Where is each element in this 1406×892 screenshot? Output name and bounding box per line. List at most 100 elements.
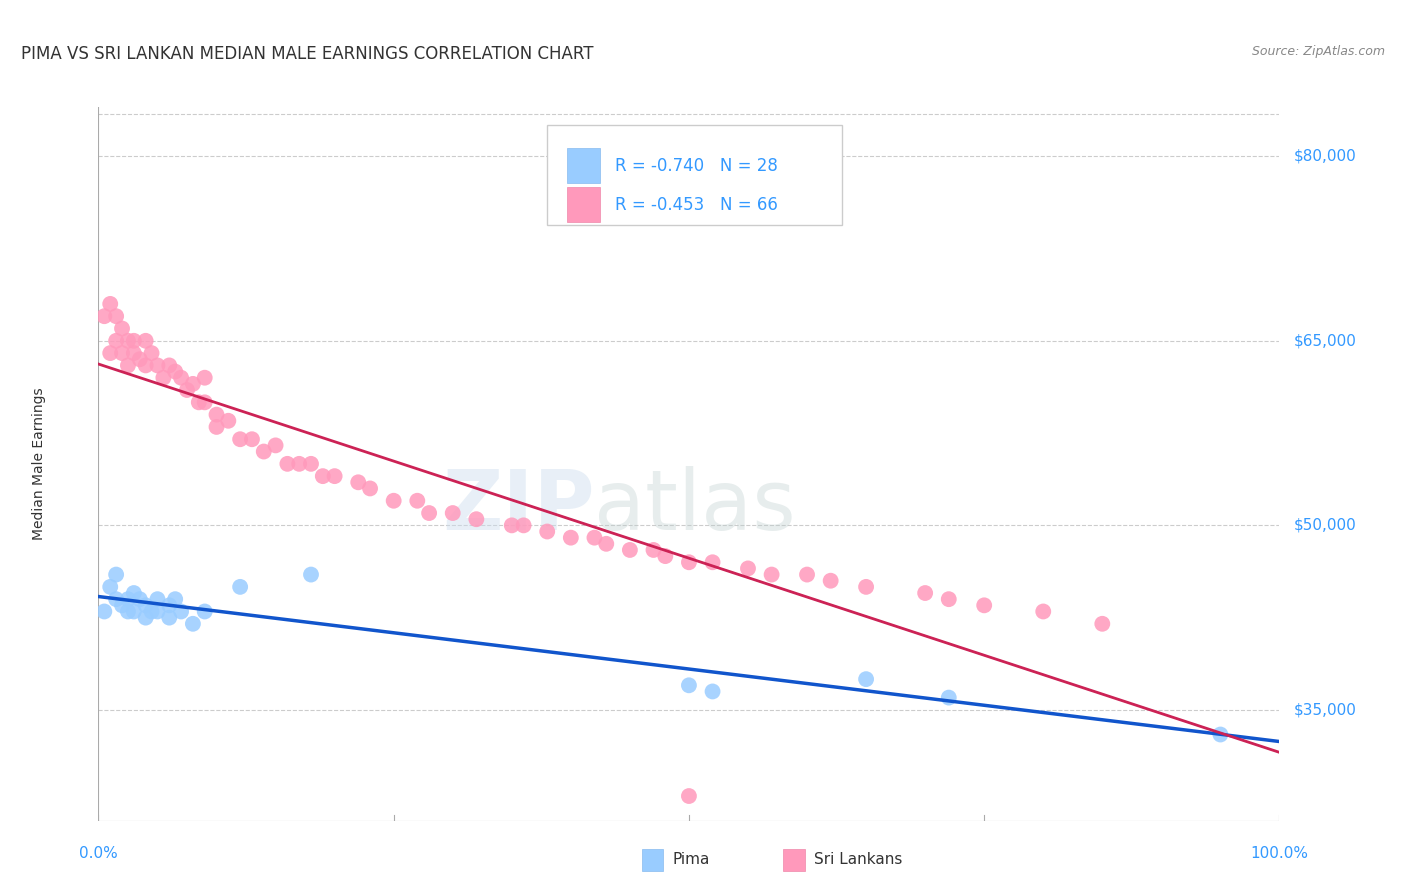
Point (406, 493, 429, 508)
Point (157, 359, 180, 373)
Bar (641, 849, 664, 871)
Point (117, 592, 139, 607)
Point (194, 605, 217, 619)
Point (678, 789, 700, 803)
Text: $80,000: $80,000 (1294, 149, 1357, 164)
Point (796, 567, 818, 582)
Point (187, 395, 209, 409)
Point (441, 506, 464, 520)
Point (122, 334, 145, 348)
Point (111, 599, 134, 613)
Point (181, 376, 204, 391)
Text: Source: ZipAtlas.com: Source: ZipAtlas.com (1251, 45, 1385, 58)
Point (122, 346, 145, 360)
Point (105, 309, 128, 323)
Point (117, 359, 139, 373)
Point (1209, 727, 1232, 741)
Point (194, 395, 217, 409)
Point (820, 574, 842, 588)
Text: $35,000: $35,000 (1294, 702, 1357, 717)
Point (512, 518, 534, 533)
Point (678, 555, 700, 569)
Point (141, 605, 163, 619)
Point (299, 567, 322, 582)
Text: Sri Lankans: Sri Lankans (814, 853, 903, 867)
Point (93, 605, 115, 619)
Text: R = -0.453   N = 66: R = -0.453 N = 66 (614, 195, 778, 213)
Point (359, 482, 381, 496)
Point (643, 543, 665, 558)
Point (536, 524, 558, 539)
Point (973, 599, 995, 613)
Point (105, 567, 128, 582)
Point (157, 610, 180, 624)
Text: $65,000: $65,000 (1294, 334, 1357, 348)
Point (229, 432, 252, 446)
Point (855, 672, 877, 686)
Point (312, 469, 335, 483)
Point (157, 599, 180, 613)
Point (678, 678, 700, 692)
Point (914, 586, 936, 600)
Text: Pima: Pima (672, 853, 710, 867)
Point (135, 359, 157, 373)
Point (288, 457, 311, 471)
Point (111, 346, 134, 360)
Point (737, 561, 759, 575)
Point (583, 531, 606, 545)
Point (98, 580, 121, 594)
Point (135, 599, 157, 613)
Point (111, 321, 134, 335)
Point (938, 592, 960, 607)
FancyBboxPatch shape (547, 125, 842, 225)
Point (347, 475, 370, 490)
Point (855, 580, 877, 594)
Text: 100.0%: 100.0% (1250, 846, 1309, 861)
Point (205, 420, 228, 434)
Point (170, 605, 193, 619)
Point (146, 605, 169, 619)
Point (128, 592, 150, 607)
Point (501, 518, 523, 533)
Text: 0.0%: 0.0% (79, 846, 118, 861)
Point (938, 690, 960, 705)
Bar (783, 849, 804, 871)
Bar (567, 187, 600, 221)
Point (276, 457, 298, 471)
Point (654, 549, 676, 563)
Point (117, 605, 139, 619)
Point (194, 370, 217, 384)
Point (702, 555, 724, 569)
Point (1032, 605, 1054, 619)
Point (217, 414, 239, 428)
Point (146, 359, 169, 373)
Point (98, 346, 121, 360)
Point (122, 605, 145, 619)
Point (141, 346, 163, 360)
Point (702, 684, 724, 698)
Text: $50,000: $50,000 (1294, 518, 1357, 533)
Point (176, 383, 198, 397)
Bar (567, 148, 600, 183)
Point (382, 493, 405, 508)
Point (595, 537, 617, 551)
Text: PIMA VS SRI LANKAN MEDIAN MALE EARNINGS CORRELATION CHART: PIMA VS SRI LANKAN MEDIAN MALE EARNINGS … (21, 45, 593, 62)
Text: Median Male Earnings: Median Male Earnings (32, 387, 46, 541)
Text: ZIP: ZIP (441, 467, 595, 547)
Point (146, 592, 169, 607)
Point (135, 334, 157, 348)
Point (1091, 616, 1114, 631)
Point (619, 543, 641, 558)
Point (117, 334, 139, 348)
Point (165, 365, 187, 379)
Point (761, 567, 783, 582)
Point (152, 370, 174, 384)
Point (229, 580, 252, 594)
Point (205, 408, 228, 422)
Point (181, 616, 204, 631)
Point (465, 512, 488, 526)
Text: atlas: atlas (595, 467, 796, 547)
Point (105, 334, 128, 348)
Point (93, 309, 115, 323)
Point (253, 444, 276, 458)
